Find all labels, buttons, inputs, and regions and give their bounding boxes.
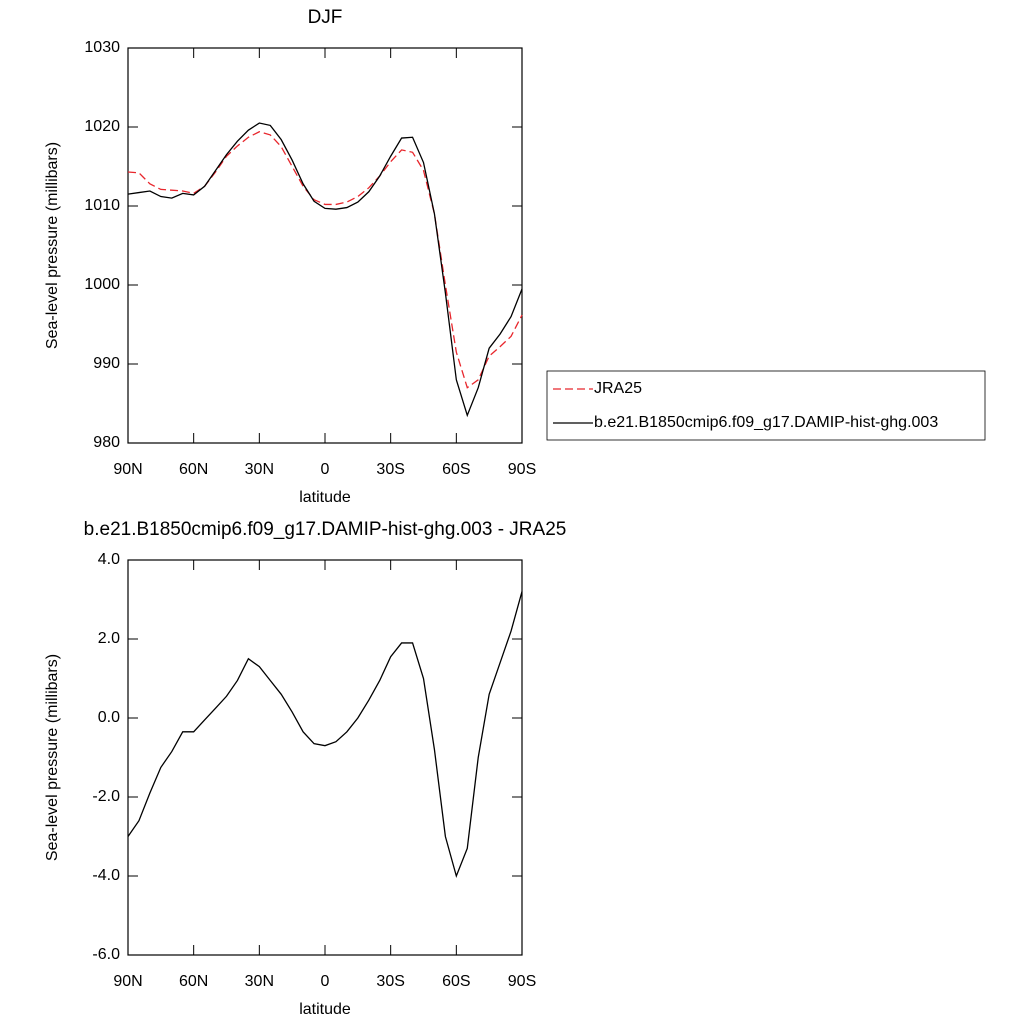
x-tick-label: 0 xyxy=(321,461,330,478)
y-tick-label: 1000 xyxy=(84,276,120,293)
data-line xyxy=(127,131,523,389)
legend-label: JRA25 xyxy=(594,380,642,397)
y-tick-label: 1020 xyxy=(84,118,120,135)
x-tick-label: 90S xyxy=(508,973,536,990)
y-tick-label: 980 xyxy=(93,434,120,451)
x-tick-label: 60S xyxy=(442,461,470,478)
x-tick-label: 90S xyxy=(508,461,536,478)
x-tick-label: 30N xyxy=(245,973,274,990)
chart-title: DJF xyxy=(308,7,343,28)
x-tick-label: 60N xyxy=(179,461,208,478)
legend-label: b.e21.B1850cmip6.f09_g17.DAMIP-hist-ghg.… xyxy=(594,414,938,431)
x-tick-label: 60S xyxy=(442,973,470,990)
plot-frame xyxy=(127,559,523,956)
y-tick-label: -6.0 xyxy=(92,946,120,963)
y-tick-label: 1030 xyxy=(84,39,120,56)
x-tick-label: 60N xyxy=(179,973,208,990)
y-tick-label: -2.0 xyxy=(92,788,120,805)
y-tick-label: -4.0 xyxy=(92,867,120,884)
x-tick-label: 30S xyxy=(376,973,404,990)
y-tick-label: 1010 xyxy=(84,197,120,214)
x-tick-label: 90N xyxy=(113,461,142,478)
y-tick-label: 2.0 xyxy=(98,630,120,647)
chart-title: b.e21.B1850cmip6.f09_g17.DAMIP-hist-ghg.… xyxy=(84,519,567,540)
data-line xyxy=(127,591,523,879)
y-axis-label: Sea-level pressure (millibars) xyxy=(44,654,61,861)
plot-frame xyxy=(127,47,523,444)
x-tick-label: 90N xyxy=(113,973,142,990)
x-tick-label: 0 xyxy=(321,973,330,990)
y-tick-label: 0.0 xyxy=(98,709,120,726)
y-tick-label: 990 xyxy=(93,355,120,372)
y-axis-label: Sea-level pressure (millibars) xyxy=(44,142,61,349)
x-tick-label: 30N xyxy=(245,461,274,478)
y-tick-label: 4.0 xyxy=(98,551,120,568)
x-axis-label: latitude xyxy=(299,489,351,506)
legend-box xyxy=(546,370,986,441)
data-line xyxy=(127,122,523,418)
x-axis-label: latitude xyxy=(299,1001,351,1018)
x-tick-label: 30S xyxy=(376,461,404,478)
